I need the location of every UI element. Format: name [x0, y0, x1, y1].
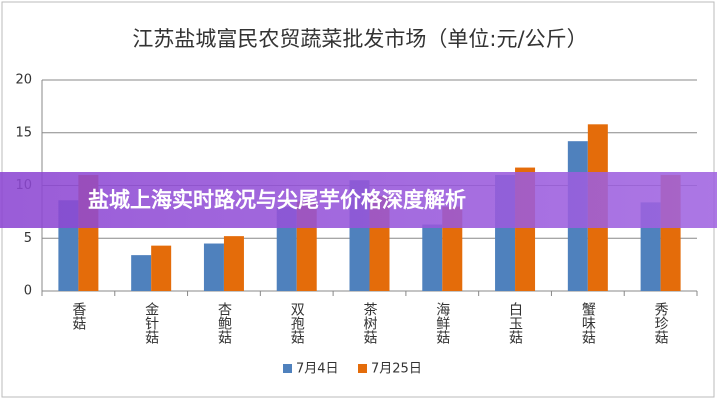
x-tick-label: 茶树菇 [362, 302, 378, 344]
bar [203, 243, 224, 291]
legend-swatch [358, 364, 367, 373]
chart-title: 江苏盐城富民农贸蔬菜批发市场（单位:元/公斤） [132, 27, 587, 51]
bar [223, 236, 244, 291]
x-tick-label: 双孢菇 [289, 302, 305, 344]
bar [151, 245, 172, 291]
bar [131, 255, 152, 291]
legend-label: 7月4日 [296, 362, 339, 377]
x-tick-label: 海鲜菇 [434, 302, 450, 344]
x-tick-label: 香菇 [70, 302, 86, 330]
x-tick-label: 蟹味菇 [580, 302, 596, 344]
y-tick-label: 0 [24, 284, 32, 299]
bar [422, 224, 443, 291]
y-tick-label: 15 [15, 125, 32, 140]
banner: 盐城上海实时路况与尖尾芋价格深度解析 [0, 172, 717, 228]
legend-label: 7月25日 [371, 362, 422, 377]
legend-swatch [283, 364, 292, 373]
x-tick-label: 杏鲍菇 [216, 302, 232, 344]
x-tick-label: 白玉菇 [507, 302, 523, 344]
x-tick-label: 金针菇 [143, 302, 159, 344]
y-tick-label: 20 [15, 73, 32, 88]
x-tick-label: 秀珍菇 [653, 302, 669, 344]
y-tick-label: 5 [24, 231, 32, 246]
